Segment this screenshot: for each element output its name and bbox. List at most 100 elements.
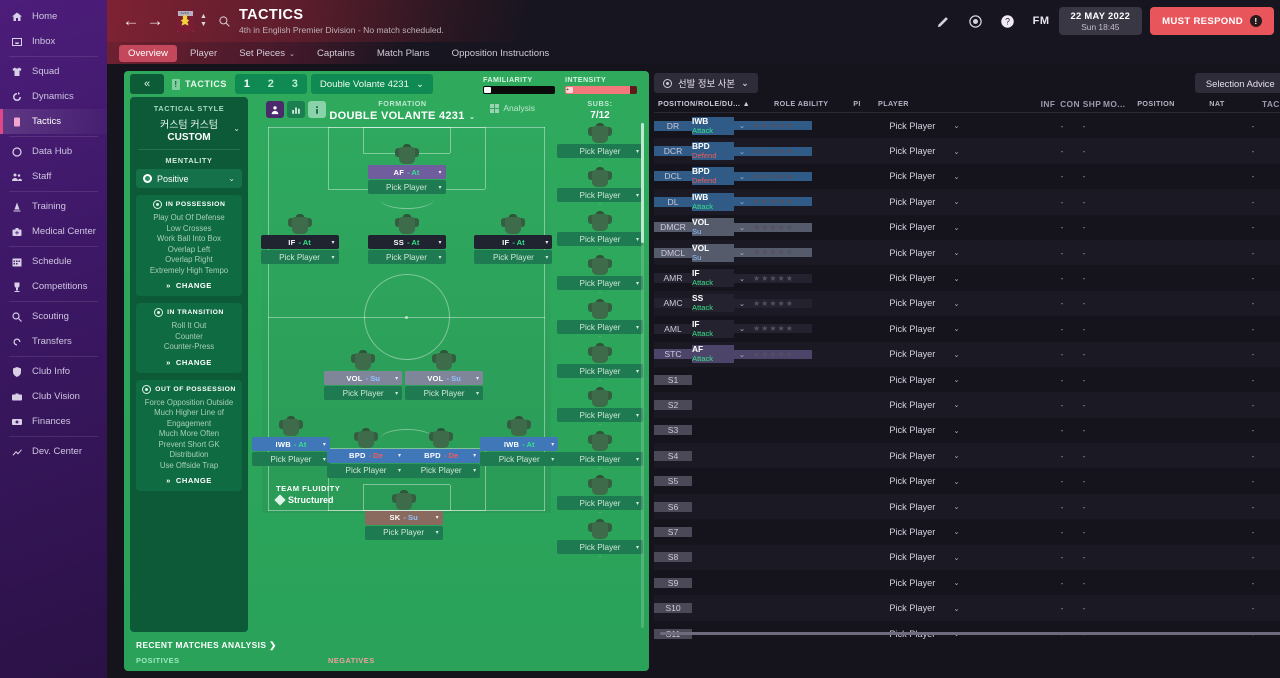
position-cell[interactable]: DR (654, 120, 692, 131)
role-cell[interactable]: SS Attack (692, 294, 734, 313)
chevron-down-icon[interactable]: ⌄ (734, 298, 750, 308)
position-cell[interactable]: S10 (654, 603, 692, 614)
position-cell[interactable]: S2 (654, 399, 692, 410)
player-cell[interactable]: Pick Player ⌄ (842, 400, 1007, 410)
search-icon[interactable] (217, 13, 233, 29)
pick-player-dropdown[interactable]: Pick Player ▾ (557, 276, 643, 290)
pitch-player-7[interactable]: BPD - De ▾ Pick Player ▾ (327, 427, 406, 478)
pitch-player-9[interactable]: IWB - At ▾ Pick Player ▾ (480, 416, 559, 466)
pitch-player-4[interactable]: VOL - Su ▾ Pick Player ▾ (324, 350, 403, 401)
sidebar-item-competitions[interactable]: Competitions (0, 274, 107, 299)
player-cell[interactable]: Pick Player ⌄ (842, 375, 1007, 385)
player-cell[interactable]: Pick Player ⌄ (842, 146, 1007, 156)
forward-arrow-icon[interactable]: → (146, 11, 164, 30)
position-cell[interactable]: DL (654, 196, 692, 207)
tactic-slot-3[interactable]: 3 (291, 78, 298, 90)
role-cell[interactable]: IF Attack (692, 269, 734, 288)
pick-player-dropdown[interactable]: Pick Player ▾ (474, 250, 553, 265)
tab-overview[interactable]: Overview (119, 44, 177, 62)
chevron-down-icon[interactable]: ⌄ (734, 248, 750, 258)
pick-player-dropdown[interactable]: Pick Player ▾ (367, 180, 446, 195)
role-cell[interactable]: VOL Su (692, 243, 734, 262)
position-cell[interactable]: AMC (654, 298, 692, 309)
chevron-down-icon[interactable]: ⌄ (734, 171, 750, 181)
pitch-player-5[interactable]: VOL - Su ▾ Pick Player ▾ (405, 350, 484, 401)
player-cell[interactable]: Pick Player ⌄ (842, 171, 1007, 181)
pitch-player-0[interactable]: AF - At ▾ Pick Player ▾ (367, 144, 446, 195)
player-role-selector[interactable]: IF - At ▾ (474, 235, 553, 250)
tactic-slot-2[interactable]: 2 (267, 78, 274, 90)
player-role-selector[interactable]: VOL - Su ▾ (324, 371, 403, 386)
player-role-selector[interactable]: VOL - Su ▾ (405, 371, 484, 386)
player-cell[interactable]: Pick Player ⌄ (842, 273, 1007, 283)
help-icon[interactable]: ? (992, 0, 1024, 42)
social-icon[interactable] (960, 0, 992, 42)
pick-player-dropdown[interactable]: Pick Player ▾ (557, 496, 643, 510)
pick-player-dropdown[interactable]: Pick Player ▾ (557, 232, 643, 246)
position-cell[interactable]: AML (654, 323, 692, 334)
player-cell[interactable]: Pick Player ⌄ (842, 578, 1007, 588)
club-spinner[interactable]: ▲ ▼ (200, 13, 207, 28)
chevron-down-icon[interactable]: ⌄ (734, 324, 750, 334)
sidebar-item-tactics[interactable]: Tactics (0, 109, 107, 134)
position-cell[interactable]: S4 (654, 450, 692, 461)
sidebar-item-training[interactable]: Training (0, 194, 107, 219)
role-cell[interactable]: BPD Defend (692, 142, 734, 161)
tab-set-pieces[interactable]: Set Pieces ⌄ (230, 45, 304, 62)
player-cell[interactable]: Pick Player ⌄ (842, 248, 1007, 258)
player-cell[interactable]: Pick Player ⌄ (842, 121, 1007, 131)
role-cell[interactable]: IWB Attack (692, 192, 734, 211)
pitch[interactable]: Analysis (251, 101, 559, 540)
sidebar-item-scouting[interactable]: Scouting (0, 304, 107, 329)
person-icon[interactable] (266, 101, 284, 118)
player-cell[interactable]: Pick Player ⌄ (842, 502, 1007, 512)
recent-analysis-header[interactable]: RECENT MATCHES ANALYSIS ❯ (136, 640, 277, 650)
pitch-player-6[interactable]: IWB - At ▾ Pick Player ▾ (251, 416, 330, 466)
position-cell[interactable]: S9 (654, 577, 692, 588)
sub-slot-6[interactable]: Pick Player ▾ - (557, 343, 643, 385)
pick-player-dropdown[interactable]: Pick Player ▾ (480, 452, 559, 466)
formation-selector[interactable]: Double Volante 4231 ⌄ (310, 74, 433, 94)
player-cell[interactable]: Pick Player ⌄ (842, 349, 1007, 359)
tactic-slot-1[interactable]: 1 (243, 78, 250, 90)
col-position[interactable]: POSITION (1137, 99, 1175, 108)
pick-player-dropdown[interactable]: Pick Player ▾ (324, 386, 403, 401)
change-button[interactable]: » CHANGE (140, 281, 238, 290)
player-cell[interactable]: Pick Player ⌄ (842, 603, 1007, 613)
pick-player-dropdown[interactable]: Pick Player ▾ (557, 188, 643, 202)
pick-player-dropdown[interactable]: Pick Player ▾ (405, 386, 484, 401)
chevron-down-icon[interactable]: ⌄ (734, 197, 750, 207)
tactics-label-button[interactable]: ! TACTICS (164, 74, 235, 94)
chevron-down-icon[interactable]: ⌄ (233, 123, 240, 133)
player-role-selector[interactable]: SK - Su ▾ (364, 510, 443, 525)
pick-player-dropdown[interactable]: Pick Player ▾ (251, 452, 330, 466)
pick-player-dropdown[interactable]: Pick Player ▾ (557, 320, 643, 334)
aston-villa-crest[interactable]: AVFC (175, 9, 195, 33)
tab-captains[interactable]: Captains (308, 45, 364, 62)
change-button[interactable]: » CHANGE (140, 476, 238, 485)
sidebar-item-transfers[interactable]: Transfers (0, 329, 107, 354)
col-shp[interactable]: SHP (1082, 98, 1102, 109)
pitch-player-1[interactable]: IF - At ▾ Pick Player ▾ (260, 214, 339, 265)
sub-slot-10[interactable]: Pick Player ▾ - (557, 519, 643, 561)
player-cell[interactable]: Pick Player ⌄ (842, 552, 1007, 562)
player-cell[interactable]: Pick Player ⌄ (842, 222, 1007, 232)
pick-player-dropdown[interactable]: Pick Player ▾ (260, 250, 339, 265)
position-cell[interactable]: S3 (654, 425, 692, 436)
player-cell[interactable]: Pick Player ⌄ (842, 476, 1007, 486)
mentality-selector[interactable]: Positive ⌄ (136, 169, 242, 188)
player-cell[interactable]: Pick Player ⌄ (842, 298, 1007, 308)
collapse-button[interactable]: « (130, 74, 164, 94)
sub-slot-5[interactable]: Pick Player ▾ - (557, 299, 643, 341)
